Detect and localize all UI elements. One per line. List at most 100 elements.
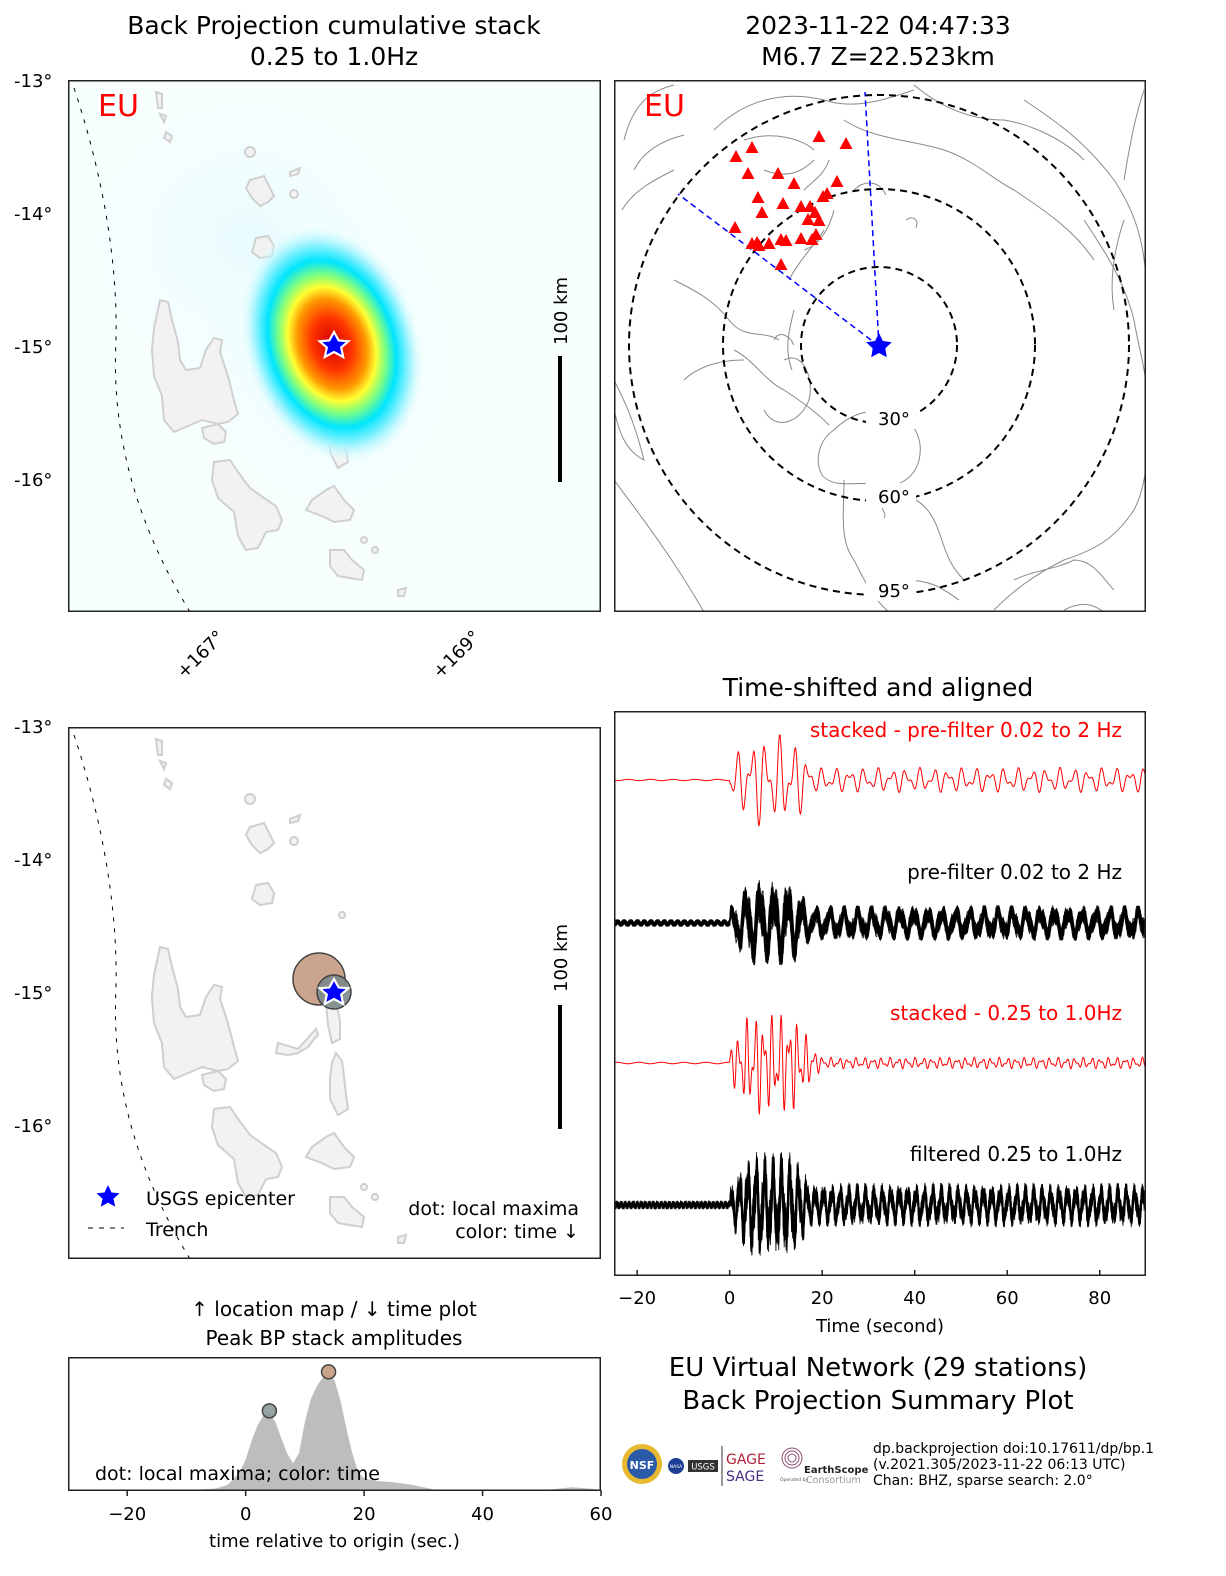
meta-doi: dp.backprojection doi:10.17611/dp/bp.1 — [873, 1441, 1155, 1457]
station-triangle-icon — [762, 237, 776, 249]
station-triangle-icon — [741, 167, 755, 179]
station-triangle-icon — [794, 232, 808, 244]
station-triangle-icon — [803, 200, 817, 212]
series-label-stack-prefilter: stacked - pre-filter 0.02 to 2 Hz — [810, 718, 1122, 742]
station-map-epicenter-star-icon — [866, 333, 892, 358]
station-triangle-icon — [812, 214, 826, 226]
peak-amplitude-chart: dot: local maxima; color: time — [68, 1357, 601, 1491]
peak-x-tick-label: 0 — [240, 1504, 251, 1525]
station-triangle-icon — [774, 258, 788, 270]
station-map: 30° 60° 95° EU — [614, 80, 1146, 612]
peak-title-line2: Peak BP stack amplitudes — [205, 1326, 463, 1350]
nsf-logo-icon: NSF — [622, 1444, 662, 1484]
station-triangle-icon — [794, 200, 808, 212]
traces-x-tick-label: 40 — [903, 1288, 927, 1309]
station-triangle-icon — [787, 177, 801, 189]
peak-x-tick-label: 20 — [353, 1504, 376, 1525]
stack-filtered-trace — [614, 1014, 1146, 1115]
station-triangle-icon — [812, 130, 826, 142]
filtered-station-trace — [614, 1155, 1146, 1244]
summary-title-line2: Back Projection Summary Plot — [682, 1386, 1074, 1416]
ring-label-60: 60° — [878, 487, 910, 508]
traces-chart: stacked - pre-filter 0.02 to 2 Hz pre-fi… — [614, 711, 1146, 1276]
svg-text:USGS: USGS — [691, 1463, 715, 1473]
peak-amplitude-area — [68, 1373, 601, 1491]
station-triangle-icon — [729, 150, 743, 162]
bp-stack-title-line1: Back Projection cumulative stack — [127, 11, 541, 40]
azimuth-bound-west — [677, 193, 880, 347]
series-label-stack-filtered: stacked - 0.25 to 1.0Hz — [890, 1001, 1122, 1025]
azimuth-bounds — [677, 91, 880, 347]
summary-title-line1: EU Virtual Network (29 stations) — [668, 1353, 1088, 1383]
bp-network-label: EU — [98, 89, 139, 124]
lm-lat-tick-13: -13° — [14, 717, 53, 738]
traces-x-tick-label: 80 — [1088, 1288, 1112, 1309]
lm-lat-tick-14: -14° — [14, 850, 53, 871]
earthscope-logo-icon — [781, 1447, 803, 1469]
bp-lat-tick-16: -16° — [14, 470, 53, 491]
legend-star-icon — [96, 1185, 120, 1207]
trench-line — [73, 87, 191, 612]
earthscope-logo: EarthScope — [804, 1465, 869, 1476]
lm-axes-frame — [68, 727, 601, 1259]
island-small-a — [289, 189, 299, 199]
station-map-network-label: EU — [644, 89, 685, 124]
island-espiritu-santo — [150, 298, 240, 434]
bp-axes-frame — [68, 80, 601, 612]
bp-stack-map: EU 100 km — [68, 80, 601, 612]
station-triangle-icon — [839, 137, 853, 149]
station-triangle-icon — [750, 236, 764, 248]
lm-trench-line — [73, 734, 191, 1259]
station-triangle-icon — [809, 228, 823, 240]
peak-x-tick-label: −20 — [108, 1504, 146, 1525]
peak-x-ticks: −20 0 20 40 60 — [108, 1490, 613, 1525]
station-triangle-icon — [776, 197, 790, 209]
meta-channel: Chan: BHZ, sparse search: 2.0° — [873, 1473, 1093, 1489]
event-magnitude-depth: M6.7 Z=22.523km — [761, 42, 995, 71]
island-small-f — [397, 586, 408, 597]
stack-prefilter-trace — [614, 734, 1146, 827]
legend-epicenter-label: USGS epicenter — [146, 1188, 295, 1210]
station-triangle-icon — [779, 234, 793, 246]
prefilter-station-trace — [614, 889, 1146, 960]
traces-x-tick-label: −20 — [618, 1288, 657, 1309]
peak-x-tick-label: 60 — [590, 1504, 613, 1525]
traces-x-tick-label: 0 — [723, 1288, 736, 1309]
traces-title: Time-shifted and aligned — [722, 673, 1034, 702]
summary-title: EU Virtual Network (29 stations) Back Pr… — [578, 1352, 1178, 1418]
lm-scale-bar: 100 km — [551, 924, 572, 1129]
sage-logo: SAGE — [726, 1469, 764, 1485]
station-triangle-icon — [830, 175, 844, 187]
lm-lat-tick-16: -16° — [14, 1116, 53, 1137]
station-triangle-icon — [801, 213, 815, 225]
bp-lat-tick-15: -15° — [14, 337, 53, 358]
svg-text:NASA: NASA — [670, 1464, 683, 1470]
bp-lon-tick-167: +167° — [172, 626, 229, 683]
bp-lat-tick-14: -14° — [14, 204, 53, 225]
earthscope-operated-by: Operated by — [780, 1477, 808, 1483]
island-ambrym — [304, 484, 356, 524]
station-triangle-icon — [771, 167, 785, 179]
traces-x-ticks — [636, 1270, 1101, 1276]
lm-scale-bar-label: 100 km — [551, 924, 572, 992]
traces-xlabel: Time (second) — [815, 1316, 944, 1337]
stations-group — [728, 130, 853, 270]
lm-note-line2: color: time ↓ — [455, 1221, 579, 1243]
island-small-e — [371, 546, 379, 554]
island-torres — [154, 90, 174, 144]
lm-lat-tick-15: -15° — [14, 983, 53, 1004]
peak-axes-frame — [68, 1357, 601, 1491]
station-triangle-icon — [751, 191, 765, 203]
bp-scale-bar-label: 100 km — [551, 277, 572, 345]
azimuth-bound-north — [864, 91, 880, 347]
traces-x-tick-label: 60 — [995, 1288, 1019, 1309]
island-epi — [329, 549, 366, 582]
bp-scale-bar: 100 km — [551, 277, 572, 482]
event-datetime: 2023-11-22 04:47:33 — [745, 11, 1011, 40]
peak-maxima-dots — [261, 1364, 337, 1419]
series-label-prefilter: pre-filter 0.02 to 2 Hz — [907, 860, 1122, 884]
station-triangle-icon — [745, 141, 759, 153]
gage-logo: GAGE — [726, 1452, 766, 1468]
bp-stack-title: Back Projection cumulative stack 0.25 to… — [34, 10, 634, 72]
peak-title-line1: ↑ location map / ↓ time plot — [191, 1297, 477, 1321]
